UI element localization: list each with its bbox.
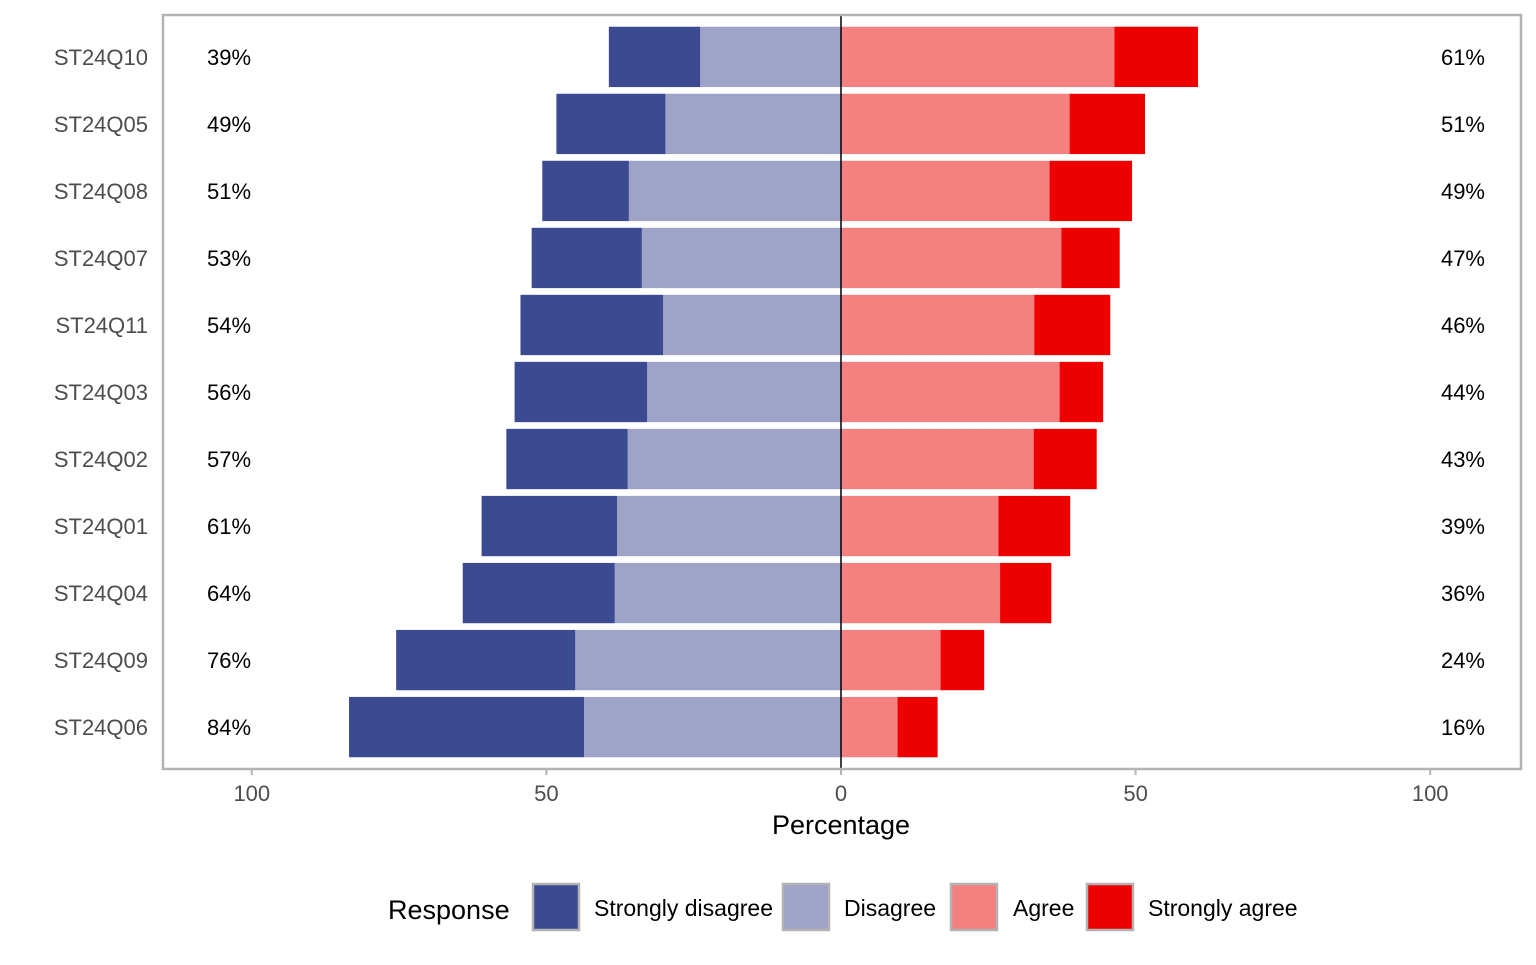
left-percent-label: 53% — [207, 246, 251, 271]
bar-disagree — [647, 361, 841, 423]
bar-agree — [841, 160, 1050, 222]
category-label: ST24Q05 — [54, 112, 148, 137]
x-tick-label: 50 — [534, 781, 558, 806]
bar-strongly-agree — [1000, 562, 1052, 624]
category-label: ST24Q11 — [55, 313, 148, 338]
bar-disagree — [614, 562, 841, 624]
category-label: ST24Q10 — [54, 45, 148, 70]
x-tick-label: 0 — [835, 781, 847, 806]
bar-strongly-agree — [1069, 93, 1146, 155]
bar-strongly-disagree — [481, 495, 618, 557]
legend-title: Response — [388, 895, 510, 925]
x-tick-label: 100 — [233, 781, 270, 806]
bar-disagree — [641, 227, 841, 289]
right-percent-label: 49% — [1441, 179, 1485, 204]
legend-label: Agree — [1013, 895, 1074, 921]
bar-strongly-disagree — [506, 428, 628, 490]
bar-strongly-disagree — [514, 361, 648, 423]
left-percent-label: 51% — [207, 179, 251, 204]
bar-strongly-disagree — [349, 696, 585, 758]
legend-label: Strongly disagree — [594, 895, 773, 921]
right-percent-label: 24% — [1441, 648, 1485, 673]
bar-agree — [841, 495, 999, 557]
category-label: ST24Q02 — [54, 447, 148, 472]
bar-agree — [841, 294, 1035, 356]
category-label: ST24Q04 — [54, 581, 148, 606]
right-percent-label: 36% — [1441, 581, 1485, 606]
legend-label: Strongly agree — [1148, 895, 1298, 921]
bar-strongly-agree — [1034, 294, 1111, 356]
bar-strongly-agree — [897, 696, 938, 758]
bar-disagree — [665, 93, 841, 155]
right-percent-label: 39% — [1441, 514, 1485, 539]
right-percent-label: 47% — [1441, 246, 1485, 271]
bar-disagree — [627, 428, 841, 490]
bar-strongly-disagree — [531, 227, 642, 289]
bar-agree — [841, 227, 1062, 289]
right-percent-label: 51% — [1441, 112, 1485, 137]
legend-key — [531, 882, 581, 932]
bar-strongly-disagree — [462, 562, 615, 624]
left-percent-label: 39% — [207, 45, 251, 70]
bar-strongly-disagree — [556, 93, 666, 155]
bar-strongly-agree — [1061, 227, 1120, 289]
bar-agree — [841, 562, 1001, 624]
bar-disagree — [663, 294, 841, 356]
category-label: ST24Q01 — [54, 514, 148, 539]
left-percent-label: 57% — [207, 447, 251, 472]
category-label: ST24Q09 — [54, 648, 148, 673]
legend-key — [949, 882, 999, 932]
right-percent-label: 16% — [1441, 715, 1485, 740]
left-percent-label: 56% — [207, 380, 251, 405]
bar-strongly-agree — [1049, 160, 1133, 222]
legend-label: Disagree — [844, 895, 936, 921]
right-percent-label: 44% — [1441, 380, 1485, 405]
x-tick-label: 50 — [1123, 781, 1147, 806]
right-percent-label: 43% — [1441, 447, 1485, 472]
left-percent-label: 54% — [207, 313, 251, 338]
category-label: ST24Q08 — [54, 179, 148, 204]
bar-disagree — [575, 629, 841, 691]
x-tick-label: 100 — [1412, 781, 1449, 806]
bar-strongly-agree — [1059, 361, 1104, 423]
bar-agree — [841, 696, 898, 758]
bar-agree — [841, 361, 1060, 423]
left-percent-label: 61% — [207, 514, 251, 539]
bar-strongly-agree — [1114, 26, 1199, 88]
bar-agree — [841, 629, 941, 691]
left-percent-label: 49% — [207, 112, 251, 137]
legend-key — [1085, 882, 1135, 932]
right-percent-label: 46% — [1441, 313, 1485, 338]
bar-disagree — [700, 26, 841, 88]
bar-strongly-disagree — [608, 26, 701, 88]
category-label: ST24Q03 — [54, 380, 148, 405]
bar-strongly-disagree — [542, 160, 629, 222]
bar-agree — [841, 428, 1034, 490]
bar-agree — [841, 93, 1070, 155]
bar-strongly-disagree — [520, 294, 664, 356]
left-percent-label: 84% — [207, 715, 251, 740]
category-label: ST24Q06 — [54, 715, 148, 740]
bar-disagree — [617, 495, 841, 557]
bar-strongly-agree — [1033, 428, 1097, 490]
category-label: ST24Q07 — [54, 246, 148, 271]
bar-strongly-agree — [998, 495, 1071, 557]
right-percent-label: 61% — [1441, 45, 1485, 70]
bar-strongly-agree — [940, 629, 985, 691]
left-percent-label: 76% — [207, 648, 251, 673]
legend-key — [781, 882, 831, 932]
x-axis-title: Percentage — [772, 810, 910, 840]
left-percent-label: 64% — [207, 581, 251, 606]
bar-disagree — [584, 696, 841, 758]
bar-agree — [841, 26, 1115, 88]
bar-strongly-disagree — [396, 629, 576, 691]
bar-disagree — [628, 160, 841, 222]
